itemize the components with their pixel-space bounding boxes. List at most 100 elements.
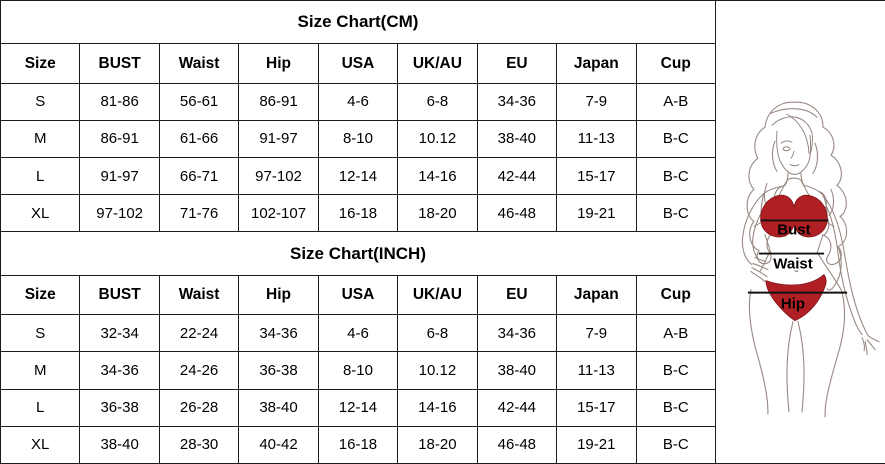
header-bust: BUST xyxy=(79,43,160,84)
inch-row-xl: XL 38-40 28-30 40-42 16-18 18-20 46-48 1… xyxy=(0,425,716,464)
data-cell: 38-40 xyxy=(79,425,160,464)
data-cell: 15-17 xyxy=(556,388,637,427)
data-cell: 22-24 xyxy=(158,314,240,353)
right-leg-outer xyxy=(824,297,845,418)
data-cell: 66-71 xyxy=(158,157,240,196)
right-hand-fingers xyxy=(861,335,880,356)
data-cell: A-B xyxy=(635,314,716,353)
nose-line xyxy=(790,150,795,159)
header-ukau: UK/AU xyxy=(397,274,478,316)
inch-title-row: Size Chart(INCH) xyxy=(0,231,716,276)
data-cell: 8-10 xyxy=(317,119,399,159)
cm-title-row: Size Chart(CM) xyxy=(0,0,716,45)
face-sketch xyxy=(771,113,813,175)
header-japan: Japan xyxy=(556,43,637,84)
size-cell: L xyxy=(0,388,81,427)
size-cell: L xyxy=(0,157,81,196)
data-cell: 6-8 xyxy=(397,82,478,121)
data-cell: 15-17 xyxy=(556,157,637,196)
bikini-side-strings xyxy=(753,222,835,227)
data-cell: B-C xyxy=(635,351,716,390)
size-cell: M xyxy=(0,351,81,390)
data-cell: 42-44 xyxy=(476,157,558,196)
header-cup: Cup xyxy=(635,274,716,316)
data-cell: 4-6 xyxy=(317,314,399,353)
cm-table-title: Size Chart(CM) xyxy=(0,0,716,45)
measurement-figure-panel: Bust Waist Hip xyxy=(716,0,885,464)
waist-label: Waist xyxy=(773,256,813,273)
data-cell: 38-40 xyxy=(238,388,319,427)
data-cell: 7-9 xyxy=(556,314,637,353)
bust-label: Bust xyxy=(777,222,810,239)
data-cell: 14-16 xyxy=(397,388,478,427)
data-cell: B-C xyxy=(635,425,716,464)
size-cell: S xyxy=(0,82,81,121)
data-cell: 71-76 xyxy=(158,194,240,233)
data-cell: 34-36 xyxy=(476,314,558,353)
data-cell: 42-44 xyxy=(476,388,558,427)
data-cell: 97-102 xyxy=(79,194,160,233)
cm-row-xl: XL 97-102 71-76 102-107 16-18 18-20 46-4… xyxy=(0,194,716,233)
header-hip: Hip xyxy=(238,43,319,84)
header-size: Size xyxy=(0,274,81,316)
size-cell: S xyxy=(0,314,81,353)
header-cup: Cup xyxy=(635,43,716,84)
size-cell: XL xyxy=(0,425,81,464)
data-cell: 24-26 xyxy=(158,351,240,390)
data-cell: 12-14 xyxy=(317,157,399,196)
data-cell: 4-6 xyxy=(317,82,399,121)
header-waist: Waist xyxy=(158,274,240,316)
data-cell: 38-40 xyxy=(476,119,558,159)
data-cell: 18-20 xyxy=(397,194,478,233)
data-cell: 91-97 xyxy=(79,157,160,196)
data-cell: 97-102 xyxy=(238,157,319,196)
header-size: Size xyxy=(0,43,81,84)
header-eu: EU xyxy=(476,43,558,84)
data-cell: 86-91 xyxy=(79,119,160,159)
data-cell: 46-48 xyxy=(476,425,558,464)
header-bust: BUST xyxy=(79,274,160,316)
inch-table-title: Size Chart(INCH) xyxy=(0,231,716,276)
data-cell: 40-42 xyxy=(238,425,319,464)
shoulder-right-line xyxy=(803,184,824,196)
data-cell: 18-20 xyxy=(397,425,478,464)
data-cell: 14-16 xyxy=(397,157,478,196)
data-cell: 10.12 xyxy=(397,351,478,390)
data-cell: 61-66 xyxy=(158,119,240,159)
data-cell: 7-9 xyxy=(556,82,637,121)
inch-row-m: M 34-36 24-26 36-38 8-10 10.12 38-40 11-… xyxy=(0,351,716,390)
bikini-top xyxy=(753,177,835,238)
data-cell: 19-21 xyxy=(556,194,637,233)
woman-figure-illustration: Bust Waist Hip xyxy=(741,101,880,418)
size-chart-table: Size Chart(CM) Size BUST Waist Hip USA U… xyxy=(0,0,716,464)
data-cell: 34-36 xyxy=(476,82,558,121)
eye-line xyxy=(782,146,791,152)
cm-header-row: Size BUST Waist Hip USA UK/AU EU Japan C… xyxy=(0,43,716,84)
cm-row-s: S 81-86 56-61 86-91 4-6 6-8 34-36 7-9 A-… xyxy=(0,82,716,121)
data-cell: 46-48 xyxy=(476,194,558,233)
bikini-bottom xyxy=(765,273,827,322)
shoulder-left-line xyxy=(763,184,786,194)
data-cell: 86-91 xyxy=(238,82,319,121)
data-cell: 28-30 xyxy=(158,425,240,464)
data-cell: 11-13 xyxy=(556,119,637,159)
data-cell: 19-21 xyxy=(556,425,637,464)
data-cell: B-C xyxy=(635,157,716,196)
eyebrow-line xyxy=(780,140,793,144)
data-cell: 6-8 xyxy=(397,314,478,353)
data-cell: 10.12 xyxy=(397,119,478,159)
data-cell: 12-14 xyxy=(317,388,399,427)
data-cell: 16-18 xyxy=(317,194,399,233)
left-hand-fingers xyxy=(750,257,769,283)
data-cell: 56-61 xyxy=(158,82,240,121)
data-cell: 34-36 xyxy=(79,351,160,390)
inch-header-row: Size BUST Waist Hip USA UK/AU EU Japan C… xyxy=(0,274,716,316)
right-leg-inner xyxy=(797,321,805,413)
bikini-straps xyxy=(778,177,810,196)
left-leg-inner xyxy=(786,321,794,413)
size-cell: XL xyxy=(0,194,81,233)
header-usa: USA xyxy=(317,274,399,316)
cm-row-m: M 86-91 61-66 91-97 8-10 10.12 38-40 11-… xyxy=(0,119,716,159)
header-eu: EU xyxy=(476,274,558,316)
data-cell: B-C xyxy=(635,194,716,233)
